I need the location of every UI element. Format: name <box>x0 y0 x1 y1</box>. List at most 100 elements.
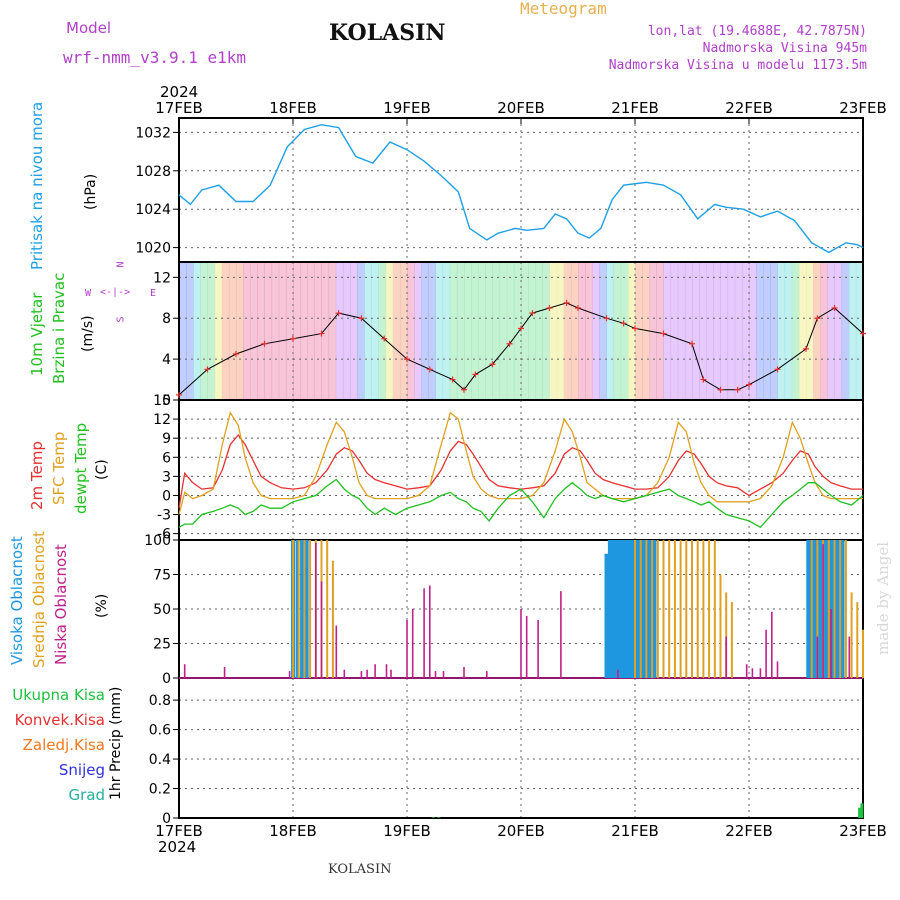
mid-cloud-bar <box>850 592 853 678</box>
x-tick-label-bottom: 22FEB <box>725 822 772 840</box>
y-tick-label: 0 <box>162 671 171 687</box>
compass-arrows-icon: <-|-> <box>100 287 131 298</box>
panel-frame <box>178 677 864 819</box>
y-tick-label: 3 <box>162 469 171 485</box>
wind-direction-band <box>399 262 408 400</box>
x-tick-label-top: 21FEB <box>611 99 658 117</box>
y-tick-label: 1024 <box>135 202 171 218</box>
mid-cloud-bar <box>673 540 676 678</box>
y-tick-label: 100 <box>144 533 171 549</box>
wind-direction-band <box>243 262 251 400</box>
high-cloud-bar <box>645 540 650 678</box>
wind-gust-marker <box>734 386 741 393</box>
wind-direction-band <box>620 262 629 400</box>
precip-legend-total: Ukupna Kisa <box>12 686 105 704</box>
high-cloud-bar <box>830 540 835 678</box>
wind-direction-band <box>228 262 237 400</box>
wind-direction-band <box>528 262 536 400</box>
lonlat-text: lon,lat (19.4688E, 42.7875N) <box>647 24 867 39</box>
model-label: Model <box>66 19 112 37</box>
precip-bar <box>431 817 435 818</box>
mid-cloud-bar <box>679 540 682 678</box>
footer-station: KOLASIN <box>328 862 392 877</box>
low-cloud-bar <box>390 669 392 678</box>
wind-direction-band <box>699 262 707 400</box>
mid-cloud-bar <box>639 540 642 678</box>
mid-cloud-bar <box>309 540 312 678</box>
mid-cloud-bar <box>816 540 819 678</box>
wind-direction-band <box>492 262 501 400</box>
wind-direction-band <box>428 262 436 400</box>
wind-gust-marker <box>700 376 707 383</box>
wind-direction-band <box>542 262 550 400</box>
meteogram-title: Meteogram <box>520 0 607 18</box>
mid-cloud-bar <box>656 540 659 678</box>
wind-direction-band <box>435 262 444 400</box>
wind-gust-marker <box>831 305 838 311</box>
y-tick-label: 1032 <box>135 125 171 141</box>
y-tick-label: 4 <box>162 352 171 368</box>
wind-direction-band <box>293 262 301 400</box>
low-cloud-bar <box>223 667 226 678</box>
y-tick-label: 15 <box>153 393 171 409</box>
panel-frame <box>178 399 864 541</box>
wind-direction-band <box>442 262 451 400</box>
wind-direction-band <box>777 262 786 400</box>
wind-gust-marker <box>426 366 433 373</box>
low-cloud-bar <box>520 609 522 678</box>
wind-direction-band <box>713 262 721 400</box>
low-cloud-bar <box>725 636 727 678</box>
year-top: 2024 <box>160 83 199 101</box>
high-cloud-bar <box>304 540 309 678</box>
wind-gust-marker <box>518 325 524 332</box>
low-cloud-bar <box>385 664 388 678</box>
wind-direction-band <box>706 262 714 400</box>
mid-cloud-bar <box>730 602 733 678</box>
wind-direction-band <box>684 262 693 400</box>
pressure-line <box>178 123 864 254</box>
mid-cloud-bar <box>634 540 636 678</box>
wind-direction-band <box>257 262 265 400</box>
wind-gust-marker <box>449 376 456 383</box>
wind-direction-band <box>307 262 315 400</box>
wind-direction-band <box>535 262 543 400</box>
x-tick-label-top: 18FEB <box>269 99 316 117</box>
model-name: wrf-nmm_v3.9.1 e1km <box>63 48 247 67</box>
station-title: KOLASIN <box>329 20 446 46</box>
mid-cloud-bar <box>713 540 716 678</box>
wind-gust-marker <box>318 330 325 337</box>
wind-direction-band <box>670 262 679 400</box>
low-cloud-bar <box>411 609 414 678</box>
x-tick-label-bottom: 21FEB <box>611 822 658 840</box>
low-cloud-bar <box>183 664 186 678</box>
wind-direction-band <box>207 262 216 400</box>
wind-direction-band <box>749 262 757 400</box>
x-tick-label-bottom: 23FEB <box>839 822 886 840</box>
high-cloud-bar <box>820 540 824 678</box>
wind-gust-marker <box>860 330 866 337</box>
high-cloud-bar <box>649 540 653 678</box>
low-cloud-bar <box>848 636 851 678</box>
mid-cloud-bar <box>725 592 728 678</box>
wind-direction-band <box>314 262 322 400</box>
wind-gust-marker <box>381 335 388 342</box>
wind-direction-band <box>464 262 472 400</box>
low-cloud-bar <box>429 585 431 678</box>
wind-direction-band <box>599 262 607 400</box>
wind-direction-band <box>635 262 643 400</box>
wind-direction-band <box>834 262 843 400</box>
wind-direction-band <box>606 262 615 400</box>
high-cloud-bar <box>635 540 640 678</box>
high-cloud-bar <box>607 540 612 678</box>
wind-direction-band <box>677 262 686 400</box>
high-cloud-bar <box>631 540 636 678</box>
low-cloud-bar <box>360 671 363 678</box>
x-tick-label-bottom: 19FEB <box>383 822 430 840</box>
wind-direction-band <box>784 262 793 400</box>
wind-gust-marker <box>746 381 752 388</box>
high-cloud-bar <box>621 540 626 678</box>
x-tick-label-top: 20FEB <box>497 99 544 117</box>
y-tick-label: -3 <box>157 508 171 524</box>
wind-direction-band <box>321 262 330 400</box>
wind-gust-marker <box>176 391 182 398</box>
